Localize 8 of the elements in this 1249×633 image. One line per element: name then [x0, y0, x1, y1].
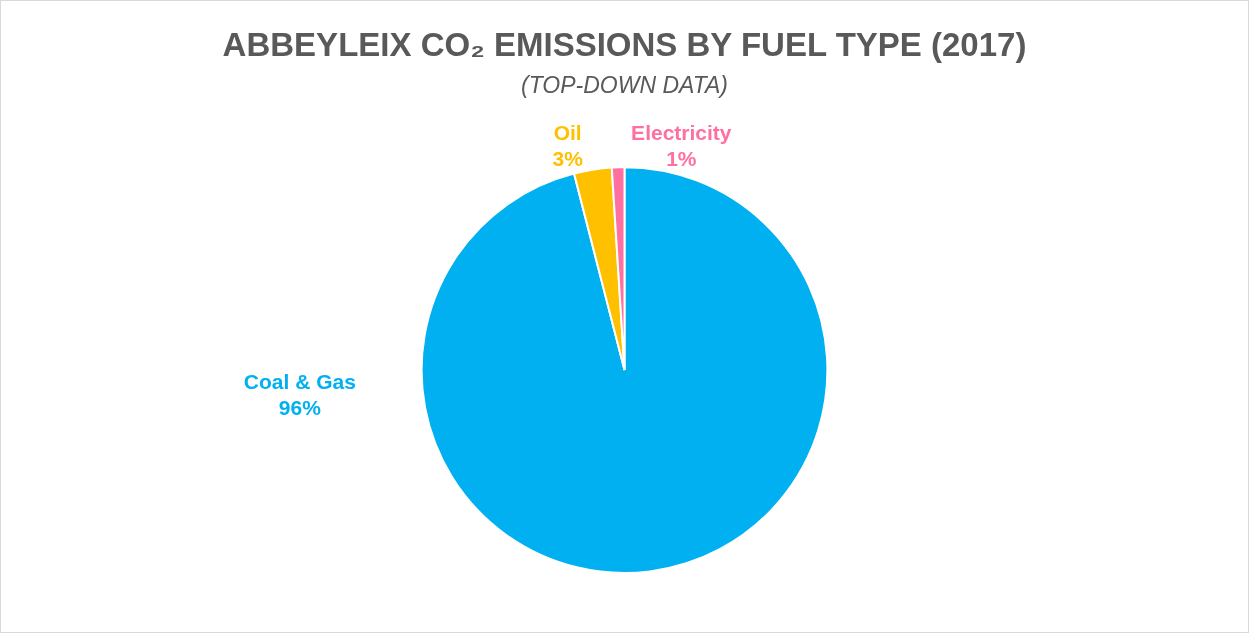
data-label: 3% — [552, 146, 584, 170]
slice-label: Oil — [553, 120, 582, 144]
data-label: 96% — [278, 396, 322, 420]
chart-title: ABBEYLEIX CO₂ EMISSIONS BY FUEL TYPE (2017) — [222, 25, 1027, 63]
slice-label: Electricity — [631, 120, 732, 144]
chart-subtitle: (TOP-DOWN DATA) — [521, 71, 728, 98]
data-label: 1% — [666, 146, 697, 170]
slice-label: Coal & Gas — [243, 370, 356, 394]
